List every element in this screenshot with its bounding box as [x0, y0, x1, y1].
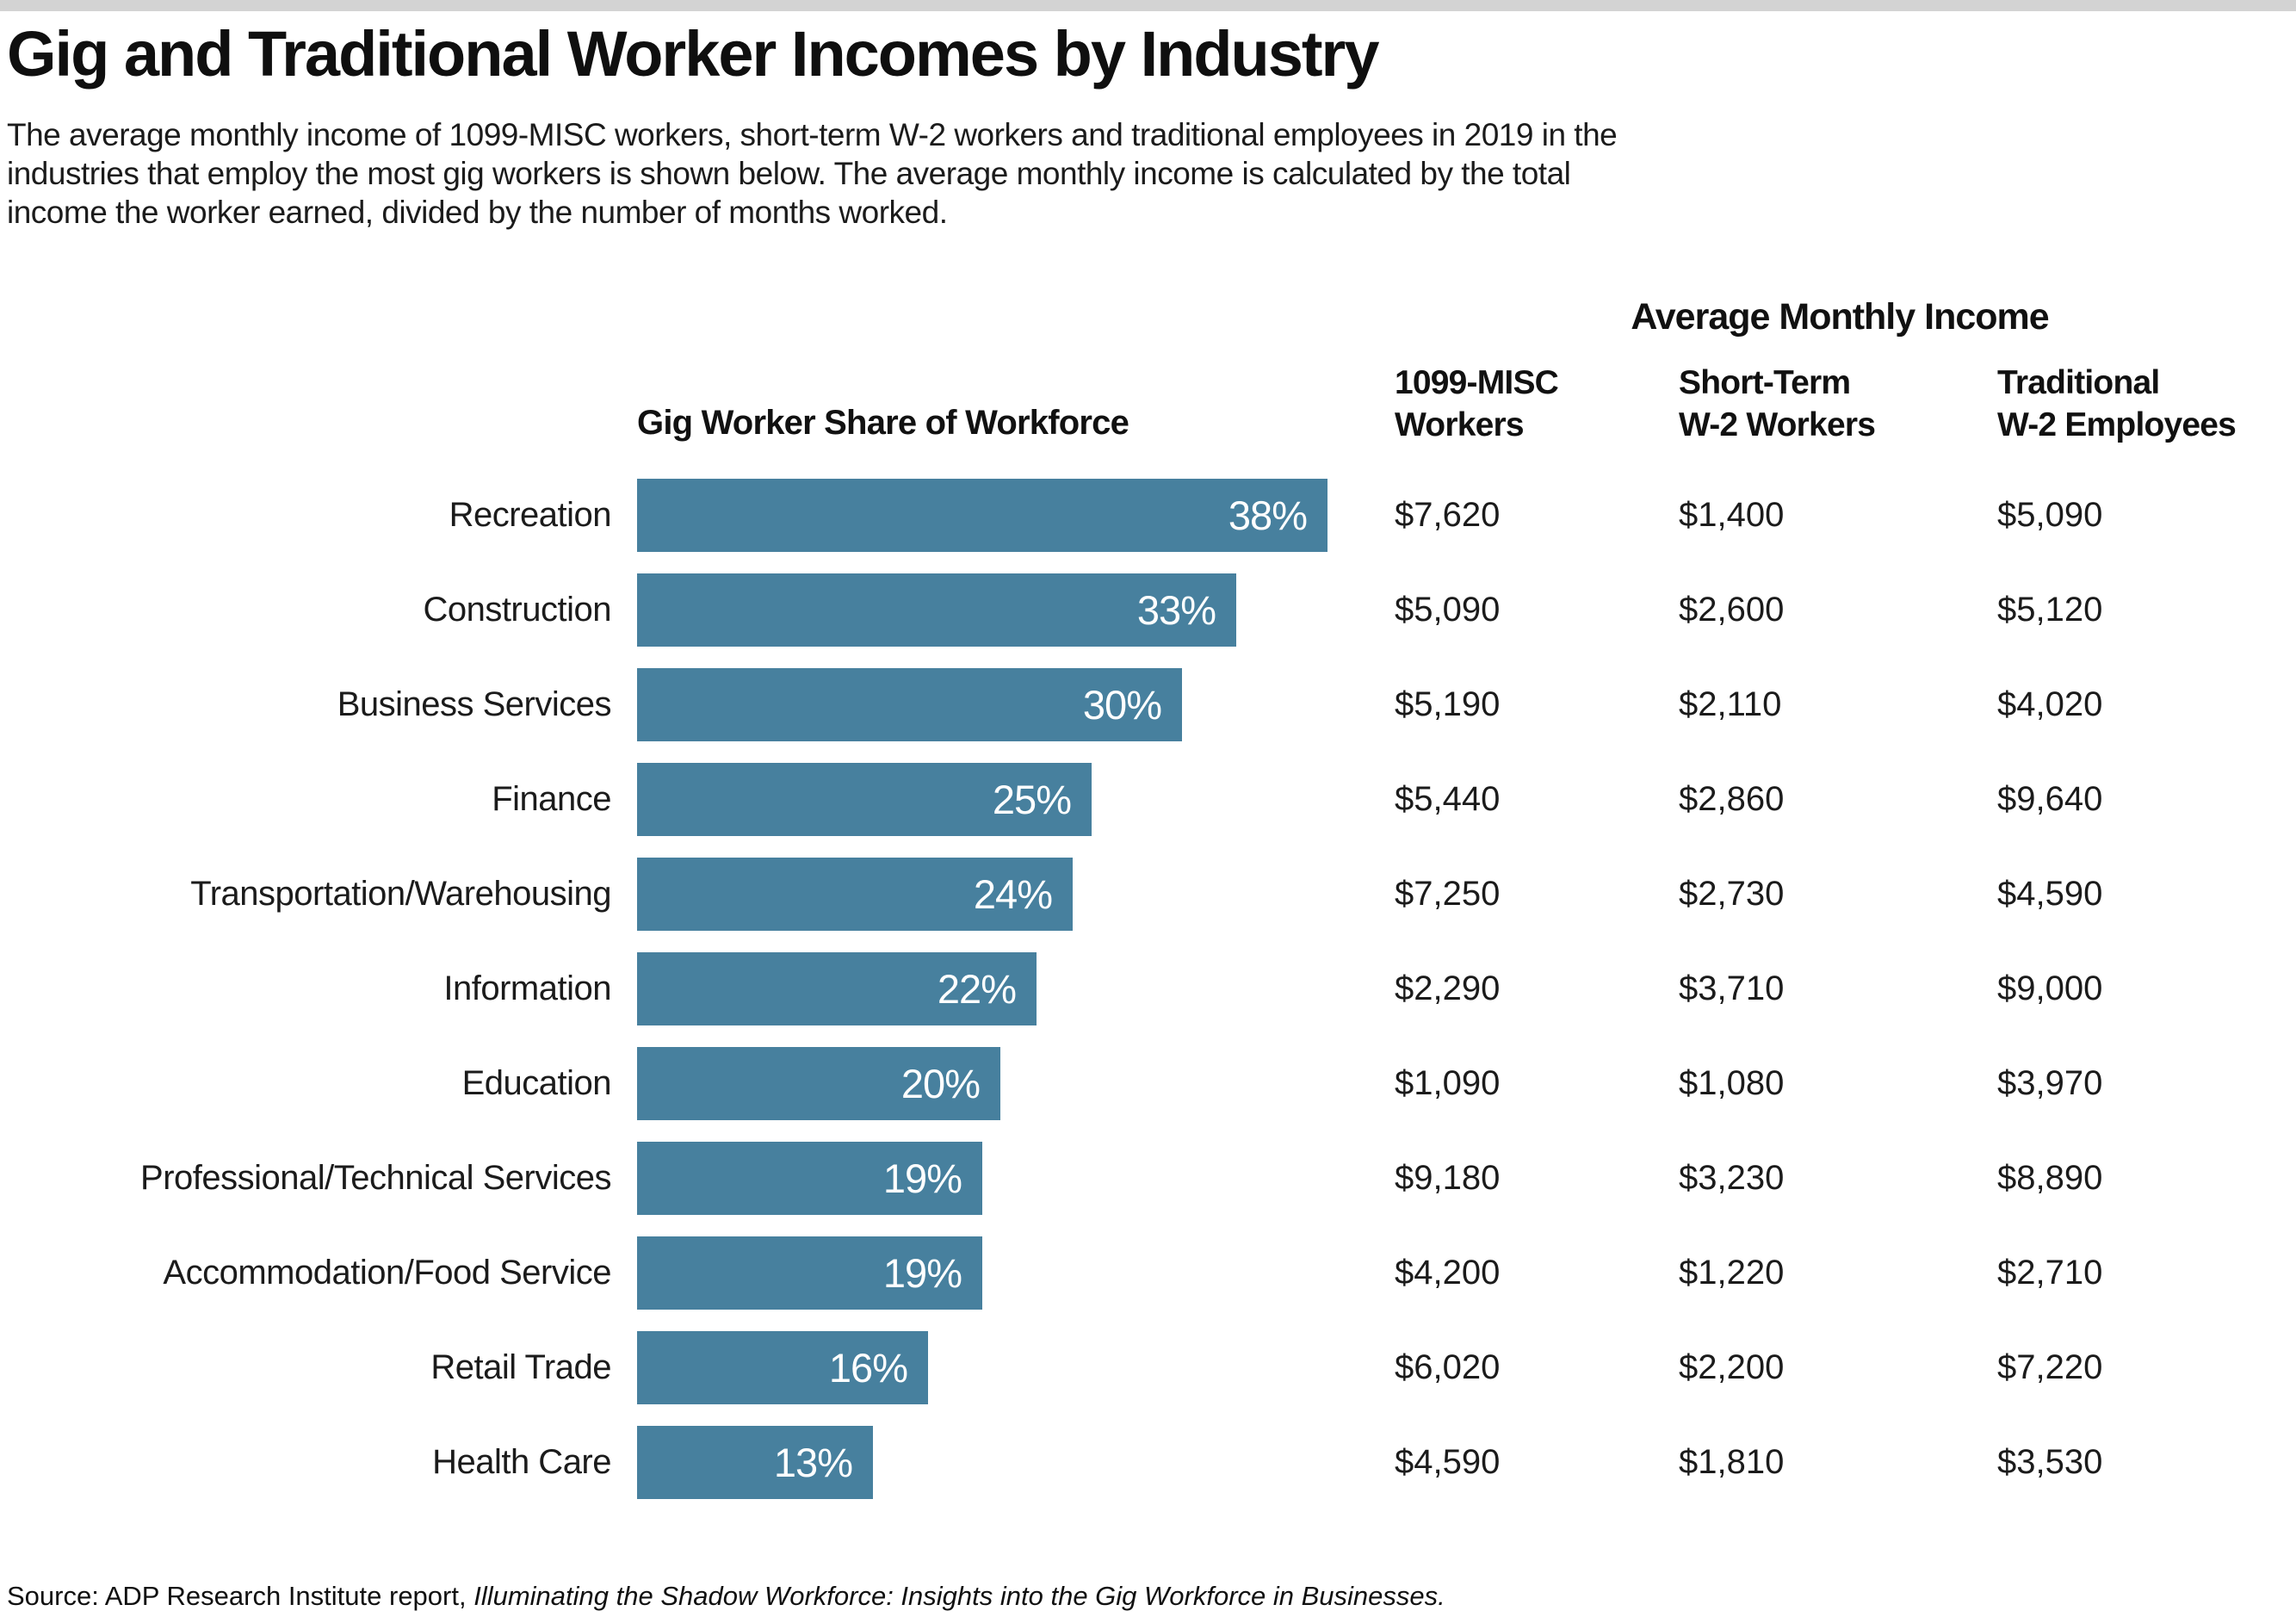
income-traditional-w2-value: $5,090: [1997, 496, 2103, 534]
industry-label: Construction: [423, 591, 611, 629]
income-1099-misc-value: $6,020: [1395, 1348, 1501, 1386]
industry-label: Finance: [492, 780, 611, 818]
income-short-term-w2-value: $2,860: [1679, 780, 1785, 818]
industry-label: Transportation/Warehousing: [190, 875, 611, 913]
income-short-term-w2-value: $2,730: [1679, 875, 1785, 913]
gig-share-percent-label: 16%: [828, 1345, 908, 1391]
gig-share-percent-label: 33%: [1136, 587, 1216, 633]
chart-table-row: Recreation 38% $7,620 $1,400 $5,090: [0, 479, 2296, 552]
income-traditional-w2-value: $4,020: [1997, 685, 2103, 723]
column-header-traditional-w2-employees: Traditional W-2 Employees: [1997, 364, 2237, 443]
gig-share-percent-label: 22%: [937, 966, 1017, 1012]
gig-share-bar: 25%: [637, 763, 1092, 836]
income-traditional-w2-value: $9,000: [1997, 970, 2103, 1007]
gig-share-bar: 38%: [637, 479, 1327, 552]
chart-table-row: Accommodation/Food Service 19% $4,200 $1…: [0, 1236, 2296, 1310]
page-subtitle: The average monthly income of 1099-MISC …: [7, 117, 1618, 230]
gig-share-percent-label: 30%: [1082, 682, 1162, 728]
source-note: Source: ADP Research Institute report, I…: [7, 1581, 1445, 1612]
industry-label: Education: [461, 1064, 612, 1102]
income-short-term-w2-value: $3,230: [1679, 1159, 1785, 1197]
industry-label: Health Care: [432, 1443, 611, 1481]
gig-share-percent-label: 19%: [882, 1250, 962, 1296]
source-prefix: Source: ADP Research Institute report,: [7, 1581, 474, 1611]
gig-share-bar: 30%: [637, 668, 1182, 741]
chart-table-row: Transportation/Warehousing 24% $7,250 $2…: [0, 858, 2296, 931]
gig-share-bar: 33%: [637, 573, 1236, 647]
income-short-term-w2-value: $2,200: [1679, 1348, 1785, 1386]
income-1099-misc-value: $5,090: [1395, 591, 1501, 629]
income-traditional-w2-value: $7,220: [1997, 1348, 2103, 1386]
gig-share-percent-label: 13%: [773, 1440, 853, 1485]
gig-share-percent-label: 38%: [1228, 493, 1308, 538]
chart-table-row: Professional/Technical Services 19% $9,1…: [0, 1142, 2296, 1215]
income-short-term-w2-value: $2,600: [1679, 591, 1785, 629]
income-traditional-w2-value: $4,590: [1997, 875, 2103, 913]
page-title: Gig and Traditional Worker Incomes by In…: [7, 18, 1380, 90]
group-header-average-monthly-income: Average Monthly Income: [1631, 296, 2049, 338]
income-1099-misc-value: $1,090: [1395, 1064, 1501, 1102]
income-1099-misc-value: $4,200: [1395, 1254, 1501, 1292]
chart-header-gig-worker-share: Gig Worker Share of Workforce: [637, 404, 1129, 442]
industry-label: Business Services: [337, 685, 612, 723]
income-1099-misc-value: $9,180: [1395, 1159, 1501, 1197]
income-traditional-w2-value: $5,120: [1997, 591, 2103, 629]
income-short-term-w2-value: $3,710: [1679, 970, 1785, 1007]
chart-table-row: Construction 33% $5,090 $2,600 $5,120: [0, 573, 2296, 647]
gig-share-percent-label: 25%: [992, 777, 1072, 822]
chart-table-row: Finance 25% $5,440 $2,860 $9,640: [0, 763, 2296, 836]
industry-label: Information: [443, 970, 611, 1007]
source-report-title: Illuminating the Shadow Workforce: Insig…: [473, 1581, 1445, 1611]
income-short-term-w2-value: $1,080: [1679, 1064, 1785, 1102]
chart-table-row: Information 22% $2,290 $3,710 $9,000: [0, 952, 2296, 1025]
income-short-term-w2-value: $1,400: [1679, 496, 1785, 534]
income-short-term-w2-value: $1,810: [1679, 1443, 1785, 1481]
income-traditional-w2-value: $9,640: [1997, 780, 2103, 818]
income-short-term-w2-value: $2,110: [1679, 685, 1782, 723]
chart-table-row: Education 20% $1,090 $1,080 $3,970: [0, 1047, 2296, 1120]
column-header-1099-misc-workers: 1099-MISC Workers: [1395, 364, 1559, 443]
industry-label: Retail Trade: [430, 1348, 611, 1386]
income-1099-misc-value: $7,620: [1395, 496, 1501, 534]
income-1099-misc-value: $7,250: [1395, 875, 1501, 913]
gig-share-percent-label: 24%: [973, 871, 1053, 917]
chart-table-row: Business Services 30% $5,190 $2,110 $4,0…: [0, 668, 2296, 741]
income-traditional-w2-value: $3,970: [1997, 1064, 2103, 1102]
top-gray-strip: [0, 0, 2296, 11]
gig-share-bar: 24%: [637, 858, 1073, 931]
income-traditional-w2-value: $2,710: [1997, 1254, 2103, 1292]
income-1099-misc-value: $5,440: [1395, 780, 1501, 818]
industry-label: Recreation: [449, 496, 612, 534]
gig-share-bar: 20%: [637, 1047, 1000, 1120]
chart-table-row: Health Care 13% $4,590 $1,810 $3,530: [0, 1426, 2296, 1499]
income-1099-misc-value: $2,290: [1395, 970, 1501, 1007]
income-traditional-w2-value: $3,530: [1997, 1443, 2103, 1481]
income-traditional-w2-value: $8,890: [1997, 1159, 2103, 1197]
income-1099-misc-value: $4,590: [1395, 1443, 1501, 1481]
column-header-short-term-w2-workers: Short-Term W-2 Workers: [1679, 364, 1876, 443]
gig-share-percent-label: 19%: [882, 1155, 962, 1201]
gig-share-percent-label: 20%: [900, 1061, 981, 1106]
industry-label: Professional/Technical Services: [140, 1159, 611, 1197]
gig-share-bar: 19%: [637, 1142, 982, 1215]
income-short-term-w2-value: $1,220: [1679, 1254, 1785, 1292]
gig-share-bar: 16%: [637, 1331, 928, 1404]
gig-share-bar: 22%: [637, 952, 1037, 1025]
income-1099-misc-value: $5,190: [1395, 685, 1501, 723]
industry-label: Accommodation/Food Service: [163, 1254, 611, 1292]
chart-table-row: Retail Trade 16% $6,020 $2,200 $7,220: [0, 1331, 2296, 1404]
gig-share-bar: 19%: [637, 1236, 982, 1310]
gig-share-bar: 13%: [637, 1426, 873, 1499]
